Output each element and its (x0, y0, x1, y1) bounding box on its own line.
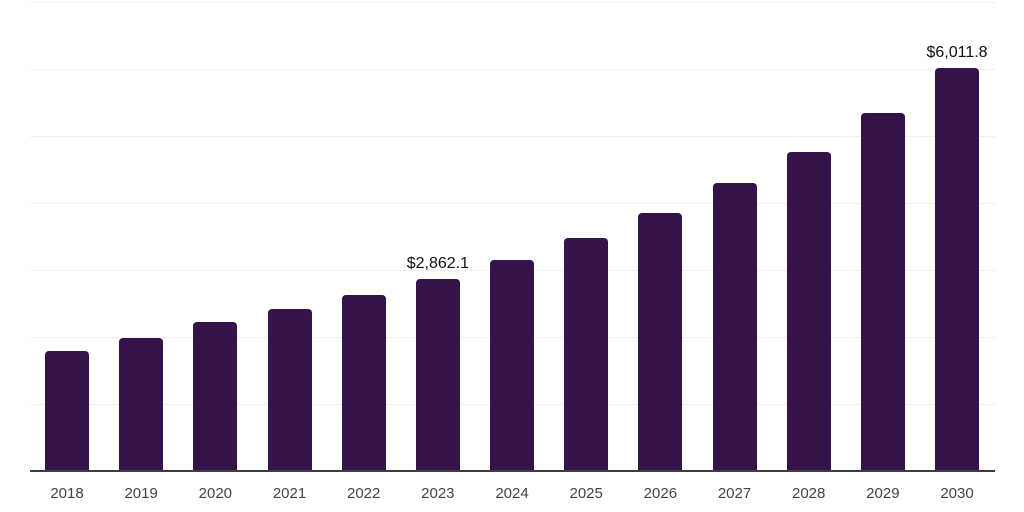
x-tick-2021: 2021 (272, 485, 307, 502)
x-tick-2029: 2029 (866, 485, 900, 502)
gridline-4000 (30, 203, 995, 204)
bar-2019 (119, 338, 164, 471)
bar-2021 (267, 308, 312, 471)
x-tick-2026: 2026 (643, 485, 678, 502)
x-tick-2027: 2027 (717, 485, 752, 502)
x-tick-2023: 2023 (421, 485, 455, 502)
bar-2020 (193, 321, 238, 471)
bar-2029 (860, 113, 905, 471)
x-tick-2025: 2025 (569, 485, 603, 502)
bar-2022 (341, 294, 386, 471)
x-axis-line (30, 470, 995, 472)
value-label-2023: $2,862.1 (406, 255, 469, 273)
bar-2018 (45, 351, 89, 471)
x-tick-2018: 2018 (50, 485, 84, 502)
value-label-2030: $6,011.8 (926, 44, 988, 62)
x-tick-2020: 2020 (198, 485, 233, 502)
gridline-6000 (30, 69, 995, 70)
x-tick-2028: 2028 (792, 485, 826, 502)
bar-2028 (786, 152, 831, 471)
x-tick-2022: 2022 (346, 485, 381, 502)
bar-2024 (490, 259, 535, 471)
gridline-5000 (30, 136, 995, 137)
x-tick-2024: 2024 (495, 485, 529, 502)
bar-2026 (638, 213, 683, 471)
bar-2023 (415, 279, 460, 471)
x-tick-2019: 2019 (124, 485, 158, 502)
bar-2027 (712, 182, 757, 471)
bar-2025 (564, 237, 609, 471)
bar-2030 (935, 68, 980, 471)
plot-area: $2,862.1 $6,011.8 (30, 2, 995, 472)
gridline-7000 (30, 2, 995, 3)
x-tick-2030: 2030 (940, 485, 974, 502)
